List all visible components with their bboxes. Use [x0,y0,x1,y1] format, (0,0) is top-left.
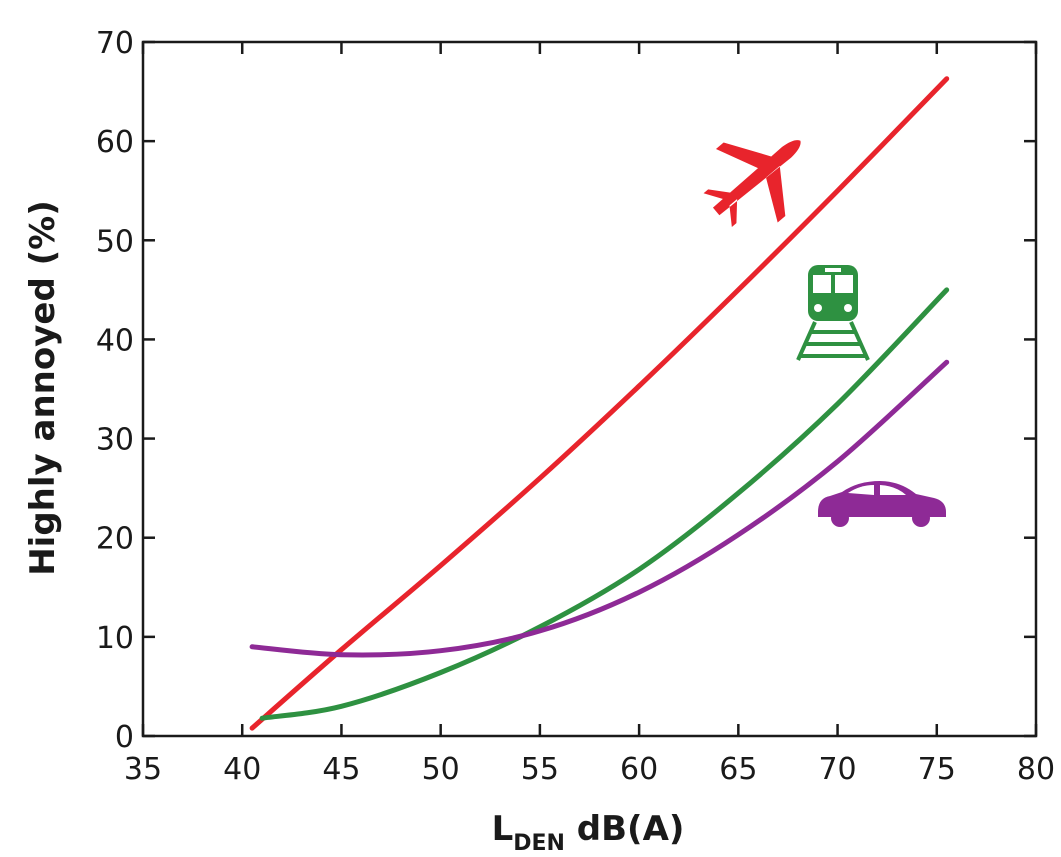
x-tick-label: 50 [422,752,460,787]
y-tick-label: 0 [115,720,134,755]
train-rail-right [849,321,870,361]
tick-labels: 35 40 45 50 55 60 65 70 75 80 0 10 20 30 40 50 60 70 [96,26,1055,787]
airplane-shape [703,140,801,227]
y-tick-label: 10 [96,621,134,656]
train-icon [796,265,870,361]
car-body [818,481,946,517]
series-line-car [249,359,950,658]
train-light-left [814,304,822,312]
axis-ticks [141,40,1038,738]
x-tick-label: 65 [719,752,757,787]
x-tick-label: 45 [322,752,360,787]
x-tick-label: 40 [223,752,261,787]
car-wheel-front [831,509,849,527]
x-axis-title-main: L [492,809,514,849]
y-tick-label: 30 [96,423,134,458]
x-axis-title-rest: dB(A) [565,809,684,849]
x-tick-label: 75 [918,752,956,787]
series-line-train [259,287,950,721]
x-tick-label: 55 [521,752,559,787]
y-axis-title: Highly annoyed (%) [23,200,63,576]
y-tick-label: 70 [96,26,134,61]
x-tick-label: 60 [620,752,658,787]
airplane-icon [703,140,801,227]
y-tick-label: 60 [96,125,134,160]
car-wheel-rear [912,509,930,527]
y-tick-label: 40 [96,323,134,358]
train-window-left [813,275,831,293]
train-rail-left [796,321,817,361]
series-line-airplane [249,76,950,731]
plot-frame [141,40,1038,738]
x-axis-title: LDEN dB(A) [492,809,685,852]
y-tick-label: 20 [96,522,134,557]
train-light-right [844,304,852,312]
car-window-rear [880,485,906,495]
series-layer [249,76,950,731]
y-tick-label: 50 [96,224,134,259]
x-tick-label: 70 [818,752,856,787]
car-window-front [848,485,874,495]
train-window-right [835,275,853,293]
x-tick-label: 35 [124,752,162,787]
car-icon [818,481,946,527]
train-top-bar [825,268,841,272]
x-tick-label: 80 [1017,752,1055,787]
x-axis-title-subscript: DEN [513,831,565,852]
